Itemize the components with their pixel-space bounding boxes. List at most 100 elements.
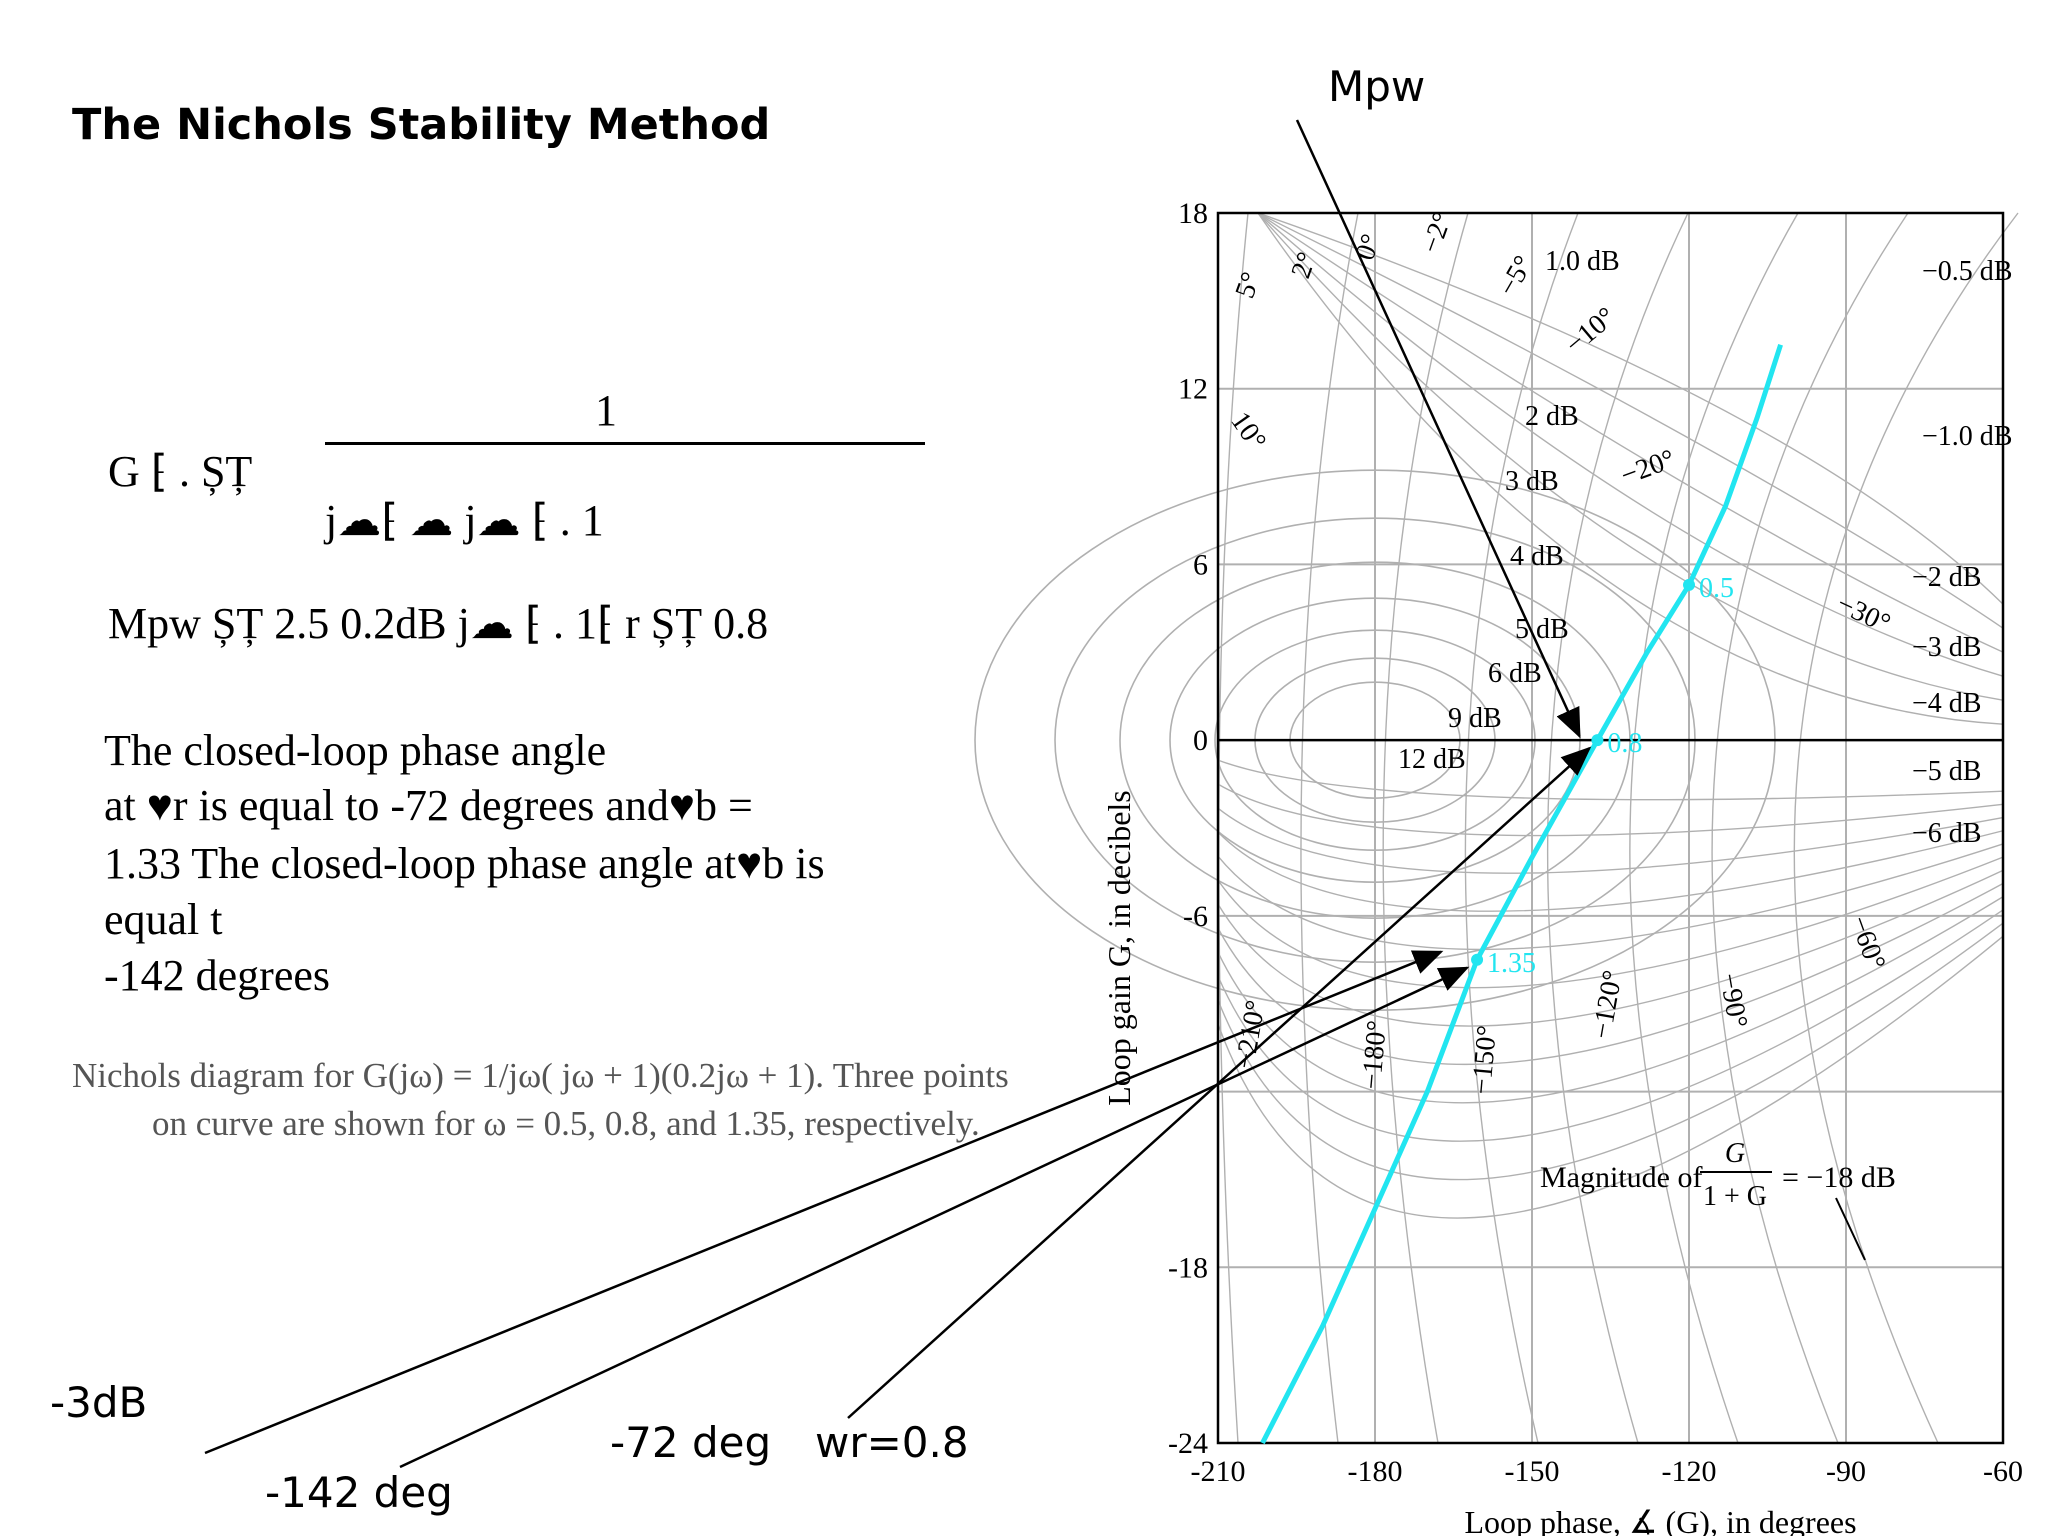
- phase-contour-label: −120°: [1586, 968, 1629, 1041]
- m-contour-open: [1217, 830, 2004, 912]
- data-point: [1591, 734, 1604, 747]
- y-tick-label: 0: [1193, 724, 1208, 757]
- callout-arrow: [847, 746, 1592, 1419]
- phase-contour: [1464, 212, 1579, 1444]
- m-contour-open: [1257, 212, 2004, 629]
- phase-contour: [1300, 212, 1359, 1444]
- body-line-4: equal t: [104, 895, 223, 944]
- callout-minus3db: -3dB: [50, 1378, 148, 1427]
- m-contour-label: −3 dB: [1912, 632, 1981, 663]
- m-contour-label: 4 dB: [1510, 541, 1564, 572]
- m-contour-open: [1217, 909, 2004, 1142]
- m-contour-label: −4 dB: [1912, 688, 1981, 719]
- plot-frame: [1216, 211, 2005, 1445]
- mpw-callout-label: Mpw: [1328, 62, 1426, 111]
- m-contour-open: [1257, 212, 2004, 653]
- m-contour-open: [1257, 212, 2004, 605]
- callout-arrow: [204, 950, 1444, 1455]
- magnitude-note-numerator: G: [1725, 1138, 1745, 1169]
- fraction-bar: [325, 442, 925, 445]
- chart-frame: [1216, 211, 2005, 1445]
- callout-minus72deg: -72 deg: [610, 1418, 772, 1467]
- x-tick-label: -120: [1662, 1455, 1717, 1488]
- magnitude-note-denominator: 1 + G: [1703, 1181, 1767, 1212]
- m-contour-open: [1257, 212, 2004, 677]
- body-line-1: The closed-loop phase angle: [104, 726, 607, 775]
- equation-numerator: 1: [595, 386, 617, 435]
- m-contour-label: −1.0 dB: [1922, 421, 2012, 452]
- y-axis-label: Loop gain G, in decibels: [1101, 790, 1137, 1105]
- phase-contour: [1218, 212, 1249, 1444]
- equation-mpw-line: Mpw ȘȚ 2.5 0.2dB j☁ ⁅ . 1⁅ r ȘȚ 0.8: [108, 599, 769, 648]
- magnitude-note-leader: [1835, 1197, 1866, 1261]
- m-contour-label: −5 dB: [1912, 756, 1981, 787]
- m-contour-label: −2 dB: [1912, 562, 1981, 593]
- m-contour-label: 6 dB: [1488, 658, 1542, 689]
- y-tick-label: 6: [1193, 548, 1208, 581]
- phase-contour-label: −20°: [1617, 444, 1679, 492]
- phase-contour-label: −10°: [1560, 301, 1622, 360]
- callout-arrow: [1295, 119, 1581, 739]
- phase-contour-label: −60°: [1843, 912, 1891, 974]
- x-tick-label: -180: [1348, 1455, 1403, 1488]
- figure-caption-line-2: on curve are shown for ω = 0.5, 0.8, and…: [152, 1104, 980, 1143]
- m-contour-label: −6 dB: [1912, 818, 1981, 849]
- phase-contour: [1629, 212, 1799, 1444]
- body-line-3: 1.33 The closed-loop phase angle at♥b is: [104, 839, 825, 888]
- magnitude-note-prefix: Magnitude of: [1540, 1161, 1702, 1194]
- m-contour-open: [1257, 212, 2004, 701]
- x-axis-label: Loop phase, ∡ (G), in degrees: [1464, 1504, 1856, 1536]
- chart-labels: -210 -180 -150 -120 -90 -60 18 12 6 0 -6 -18 -24 Loop…: [1101, 197, 2023, 1536]
- phase-contour: [1382, 212, 1469, 1444]
- y-tick-label: 18: [1178, 197, 1208, 230]
- m-contour-label: 9 dB: [1448, 703, 1502, 734]
- y-tick-label: -6: [1183, 900, 1208, 933]
- m-contour-open: [1217, 935, 2004, 1219]
- data-point: [1683, 578, 1695, 591]
- phase-contour: [1793, 212, 2019, 1444]
- callout-arrows: [204, 119, 1592, 1469]
- chart-grid: [1218, 213, 2003, 1443]
- equation-lhs: G ⁅ . ȘȚ: [108, 447, 253, 496]
- page-title: The Nichols Stability Method: [72, 100, 771, 150]
- m-contour-open: [1217, 843, 2004, 950]
- x-tick-label: -60: [1983, 1455, 2023, 1488]
- chart-series: 0.5 0.8 1.35: [1260, 344, 1783, 1445]
- x-tick-label: -210: [1191, 1455, 1246, 1488]
- data-point: [1471, 953, 1484, 966]
- data-point-label: 0.5: [1699, 573, 1734, 604]
- figure-caption-line-1: Nichols diagram for G(jω) = 1/jω( jω + 1…: [72, 1056, 1009, 1095]
- m-contour-open: [1217, 759, 2004, 801]
- m-contour-open: [1217, 856, 2004, 989]
- callout-arrow: [399, 966, 1470, 1469]
- phase-contour-label: −90°: [1713, 971, 1753, 1031]
- body-line-2: at ♥r is equal to -72 degrees and♥b =: [104, 781, 753, 830]
- body-line-5: -142 degrees: [104, 951, 331, 1000]
- equation-denominator: j☁⁅ ☁ j☁ ⁅ . 1: [325, 496, 604, 545]
- m-contour-open: [1217, 922, 2004, 1181]
- m-contour-open: [1257, 212, 2004, 725]
- phase-contour-label: −30°: [1832, 588, 1895, 639]
- m-contour-label: 3 dB: [1505, 466, 1559, 497]
- phase-contour: [1546, 212, 1689, 1444]
- m-contour-open: [1217, 869, 2004, 1027]
- m-contour-label: 1.0 dB: [1545, 246, 1620, 277]
- m-contour-label: 5 dB: [1515, 614, 1569, 645]
- m-contour-label: −0.5 dB: [1922, 256, 2012, 287]
- magnitude-note-suffix: = −18 dB: [1782, 1161, 1896, 1194]
- m-contour-label: 12 dB: [1398, 744, 1466, 775]
- y-tick-label: -24: [1168, 1427, 1208, 1460]
- data-point-label: 1.35: [1487, 948, 1536, 979]
- data-point-label: 0.8: [1607, 728, 1642, 759]
- callout-wr: wr=0.8: [815, 1418, 969, 1467]
- m-contour-open: [1217, 882, 2004, 1065]
- y-tick-label: 12: [1178, 373, 1208, 406]
- phase-contour: [1711, 212, 1909, 1444]
- m-contour-open: [1217, 807, 2004, 874]
- x-tick-label: -90: [1826, 1455, 1866, 1488]
- x-tick-label: -150: [1505, 1455, 1560, 1488]
- phase-contour-label: −180°: [1356, 1019, 1393, 1090]
- series-line: [1260, 344, 1783, 1445]
- phase-contour-label: −150°: [1466, 1024, 1503, 1095]
